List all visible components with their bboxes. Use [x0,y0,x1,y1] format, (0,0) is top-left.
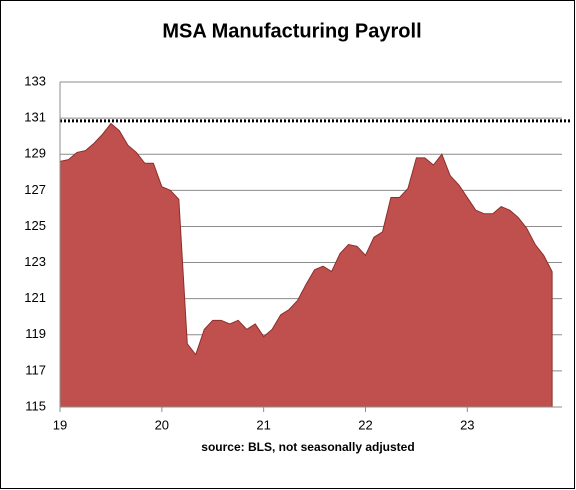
x-tick-label: 21 [256,417,270,432]
y-tick-label: 133 [24,73,46,88]
y-tick-label: 119 [25,326,46,341]
y-tick-label: 123 [24,254,46,269]
y-tick-label: 117 [25,362,46,377]
y-tick-label: 127 [24,182,46,197]
x-tick-label: 20 [155,417,169,432]
chart-title: MSA Manufacturing Payroll [162,20,421,42]
x-tick-label: 23 [460,417,474,432]
y-tick-label: 131 [24,110,46,125]
x-tick-label: 22 [358,417,372,432]
y-tick-label: 115 [25,398,46,413]
area [59,122,553,408]
y-tick-label: 129 [24,146,46,161]
x-tick-label: 19 [53,417,67,432]
source-note: source: BLS, not seasonally adjusted [201,440,414,454]
y-tick-label: 121 [24,290,46,305]
y-tick-label: 125 [24,218,46,233]
